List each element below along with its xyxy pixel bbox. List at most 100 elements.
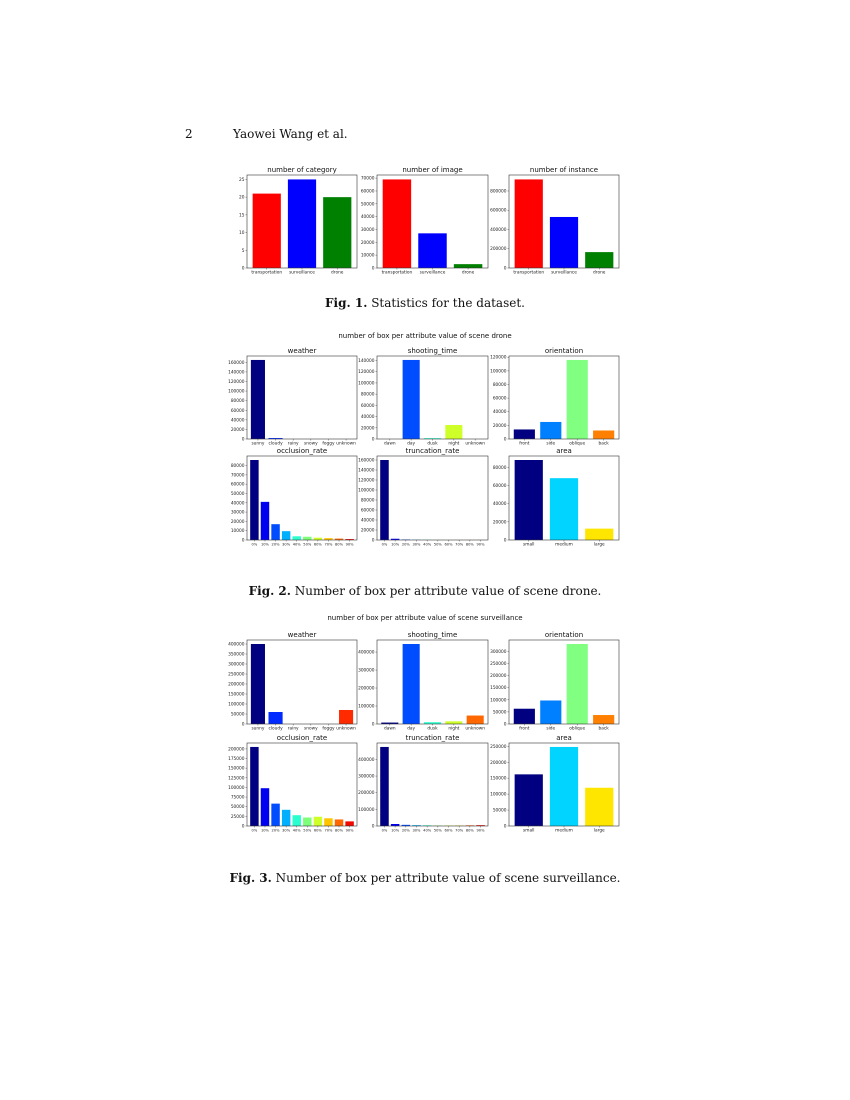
y-tick-label: 125000 <box>228 775 245 781</box>
x-tick-label: 90% <box>477 543 486 547</box>
x-tick-label: surveillance <box>420 270 446 276</box>
y-tick-label: 0 <box>242 538 245 544</box>
x-tick-label: medium <box>555 828 573 834</box>
x-tick-label: side <box>546 441 555 447</box>
y-tick-label: 300000 <box>358 668 375 674</box>
x-tick-label: 90% <box>346 543 355 547</box>
x-tick-label: 80% <box>466 543 475 547</box>
bar-drone <box>323 197 352 268</box>
chart-title: orientation <box>545 631 583 639</box>
y-tick-label: 40000 <box>493 409 507 415</box>
x-tick-label: 10% <box>391 543 400 547</box>
bar-80% <box>334 538 344 540</box>
y-tick-label: 30000 <box>231 510 245 516</box>
figure-2-caption-text: Number of box per attribute value of sce… <box>294 584 602 598</box>
bar-chart-7: 0% 10% 20% 30% 40% 50% 60% 70% 80% 90% 0 20000 40000… <box>358 447 489 547</box>
chart-title: orientation <box>545 347 583 355</box>
bar-small <box>514 460 543 540</box>
y-tick-label: 200000 <box>358 790 375 796</box>
bar-10% <box>390 824 400 826</box>
bar-90% <box>476 825 485 826</box>
bar-chart-11: front side oblique back 0 50000 100000 150000 20… <box>490 631 620 732</box>
x-tick-label: 10% <box>391 829 400 833</box>
y-tick-label: 20000 <box>361 240 375 246</box>
bar-dusk <box>423 438 442 439</box>
y-tick-label: 5 <box>242 248 245 254</box>
axes-frame <box>246 355 358 440</box>
bar-20% <box>401 824 411 826</box>
bar-70% <box>324 538 333 540</box>
x-tick-label: 50% <box>434 829 443 833</box>
y-tick-label: 80000 <box>231 463 245 469</box>
bar-cloudy <box>268 712 283 724</box>
bar-night <box>445 721 463 724</box>
y-tick-label: 25 <box>239 177 245 183</box>
bar-90% <box>345 539 354 540</box>
y-tick-label: 100000 <box>228 702 245 708</box>
y-tick-label: 40000 <box>493 501 507 507</box>
y-tick-label: 10000 <box>361 253 375 259</box>
x-tick-label: 0% <box>252 829 258 833</box>
x-tick-label: rainy <box>288 726 299 732</box>
bar-chart-8: small medium large 0 20000 40000 60000 80000 are… <box>493 447 620 548</box>
bar-day <box>402 644 420 724</box>
y-tick-label: 140000 <box>228 369 245 375</box>
y-tick-label: 0 <box>372 266 375 272</box>
axes-frame <box>246 639 358 725</box>
y-tick-label: 0 <box>372 437 375 443</box>
bar-large <box>585 528 614 540</box>
x-tick-label: 20% <box>402 543 411 547</box>
axes-frame <box>508 742 620 827</box>
bar-unknown <box>466 715 484 724</box>
y-tick-label: 10000 <box>231 528 245 534</box>
y-tick-label: 20000 <box>361 425 375 431</box>
y-tick-label: 250000 <box>490 661 507 667</box>
y-tick-label: 40000 <box>231 417 245 423</box>
axes-frame <box>376 455 489 541</box>
bar-oblique <box>566 359 588 439</box>
y-tick-label: 100000 <box>358 380 375 386</box>
x-tick-label: rainy <box>288 441 299 447</box>
y-tick-label: 0 <box>504 722 507 728</box>
y-tick-label: 250000 <box>228 672 245 678</box>
x-tick-label: night <box>448 726 459 732</box>
bar-10% <box>260 788 270 826</box>
bar-chart-4: dawn day dusk night unknown 0 20000 40000 60000 8… <box>358 347 489 447</box>
chart-title: occlusion_rate <box>277 734 327 742</box>
x-tick-label: day <box>407 441 415 447</box>
figure-2-label: Fig. 2. <box>248 584 291 598</box>
bar-sunny <box>250 359 265 439</box>
bar-80% <box>334 819 344 826</box>
y-tick-label: 40000 <box>361 214 375 220</box>
chart-title: truncation_rate <box>406 734 460 742</box>
y-tick-label: 150000 <box>228 766 245 772</box>
x-tick-label: 30% <box>282 829 291 833</box>
bar-surveillance <box>418 233 447 268</box>
chart-title: shooting_time <box>408 347 458 355</box>
y-tick-label: 60000 <box>493 396 507 402</box>
figure-3-label: Fig. 3. <box>229 871 272 885</box>
y-tick-label: 50000 <box>361 201 375 207</box>
x-tick-label: transportation <box>513 270 544 276</box>
y-tick-label: 150000 <box>228 692 245 698</box>
figure-3-caption-text: Number of box per attribute value of sce… <box>275 871 621 885</box>
x-tick-label: 90% <box>346 829 355 833</box>
y-tick-label: 50000 <box>231 491 245 497</box>
y-tick-label: 60000 <box>231 408 245 414</box>
y-tick-label: 300000 <box>490 649 507 655</box>
y-tick-label: 20 <box>239 195 245 201</box>
bar-20% <box>271 524 280 540</box>
y-tick-label: 300000 <box>358 774 375 780</box>
y-tick-label: 60000 <box>231 482 245 488</box>
bar-chart-6: 0% 10% 20% 30% 40% 50% 60% 70% 80% 90% 0 10000 20000… <box>231 447 358 547</box>
y-tick-label: 60000 <box>361 403 375 409</box>
x-tick-label: 70% <box>324 829 333 833</box>
axes-frame <box>508 639 620 725</box>
y-tick-label: 120000 <box>228 379 245 385</box>
bar-front <box>513 708 535 724</box>
y-tick-label: 160000 <box>228 360 245 366</box>
x-tick-label: 60% <box>445 543 454 547</box>
y-tick-label: 60000 <box>493 483 507 489</box>
x-tick-label: cloudy <box>268 726 283 732</box>
x-tick-label: back <box>599 726 610 732</box>
